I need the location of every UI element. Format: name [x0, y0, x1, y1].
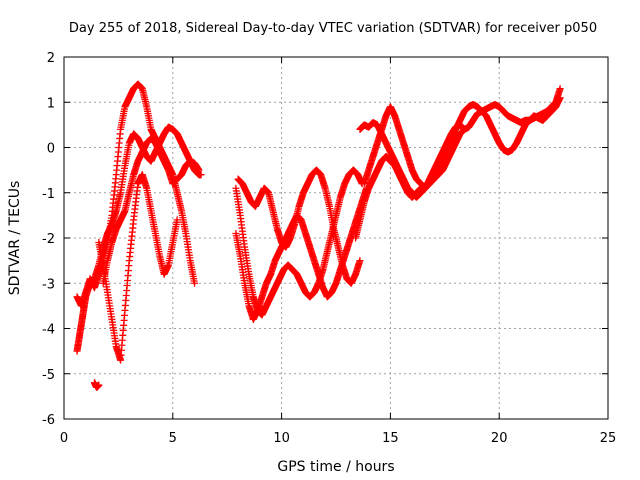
y-axis-label: SDTVAR / TECUs — [7, 181, 23, 296]
x-tick-label: 15 — [382, 431, 399, 446]
x-tick-label: 0 — [60, 431, 68, 446]
y-tick-label: -5 — [42, 368, 55, 383]
data-points — [73, 80, 564, 391]
series-trace-f — [232, 166, 366, 319]
series-trace-b — [73, 123, 205, 355]
y-tick-label: -2 — [42, 232, 55, 247]
data-point-marker — [556, 85, 564, 93]
x-axis-label: GPS time / hours — [277, 459, 394, 475]
data-point-marker — [197, 171, 205, 179]
data-point-marker — [460, 125, 468, 133]
data-point-marker — [95, 381, 103, 389]
y-tick-label: 1 — [47, 96, 55, 111]
data-point-marker — [195, 166, 203, 174]
y-tick-label: -4 — [42, 323, 55, 338]
data-point-marker — [191, 279, 199, 287]
y-tick-label: -6 — [42, 413, 55, 428]
y-tick-label: -1 — [42, 187, 55, 202]
series-trace-h — [234, 166, 364, 287]
x-tick-label: 10 — [273, 431, 290, 446]
data-point-marker — [356, 257, 364, 265]
y-tick-label: 0 — [47, 142, 55, 157]
x-tick-label: 20 — [491, 431, 508, 446]
series-trace-d — [95, 171, 181, 364]
tick-labels: 0 5 10 15 20 25 -6 -5 -4 -3 -2 -1 0 1 2 — [42, 51, 616, 446]
series-trace-k — [352, 125, 468, 242]
data-point-marker — [173, 216, 181, 224]
series-trace-e — [90, 379, 103, 391]
series-trace-g — [232, 184, 370, 323]
y-tick-label: 2 — [47, 51, 55, 66]
chart-title: Day 255 of 2018, Sidereal Day-to-day VTE… — [69, 21, 597, 36]
plot-frame — [63, 56, 609, 420]
x-tick-label: 5 — [169, 431, 177, 446]
y-tick-label: -3 — [42, 277, 55, 292]
x-tick-label: 25 — [600, 431, 617, 446]
series-trace-i — [360, 94, 564, 192]
series-trace-c — [99, 134, 203, 287]
